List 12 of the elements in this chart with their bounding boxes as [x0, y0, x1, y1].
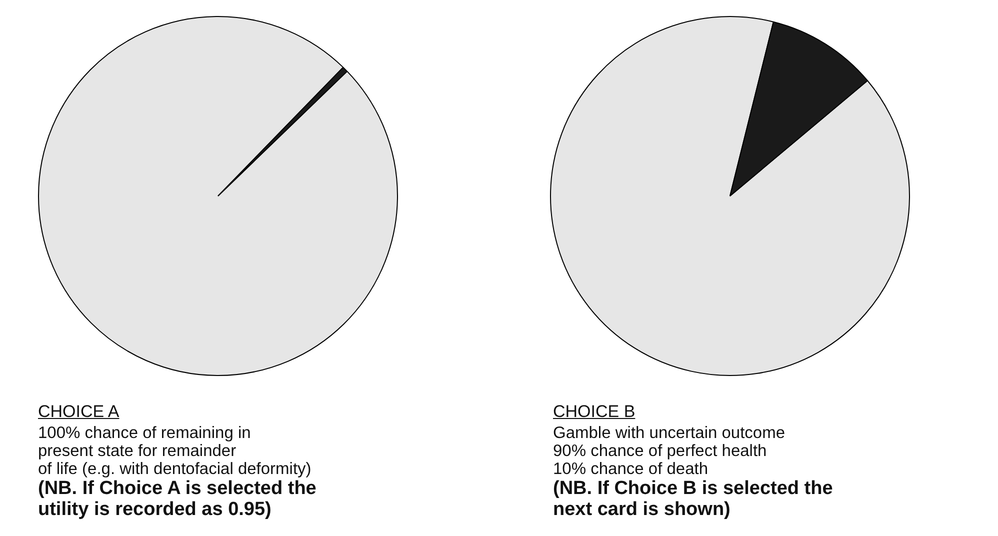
text: next card is shown): [553, 499, 732, 520]
text: utility is recorded as 0.95): [38, 499, 272, 520]
text: 90% chance of perfect health: [553, 442, 768, 460]
text: Gamble with uncertain outcome: [553, 424, 786, 442]
text: 100% chance of remaining in: [38, 424, 252, 442]
text: CHOICE A: [38, 402, 120, 422]
text: (NB. If Choice B is selected the: [553, 478, 833, 499]
text: 10% chance of death: [553, 460, 710, 478]
text: (NB. If Choice A is selected the: [38, 478, 316, 499]
text: present state for remainder: [38, 442, 238, 460]
text: CHOICE B: [553, 402, 636, 422]
text: of life (e.g. with dentofacial deformity): [38, 460, 312, 478]
